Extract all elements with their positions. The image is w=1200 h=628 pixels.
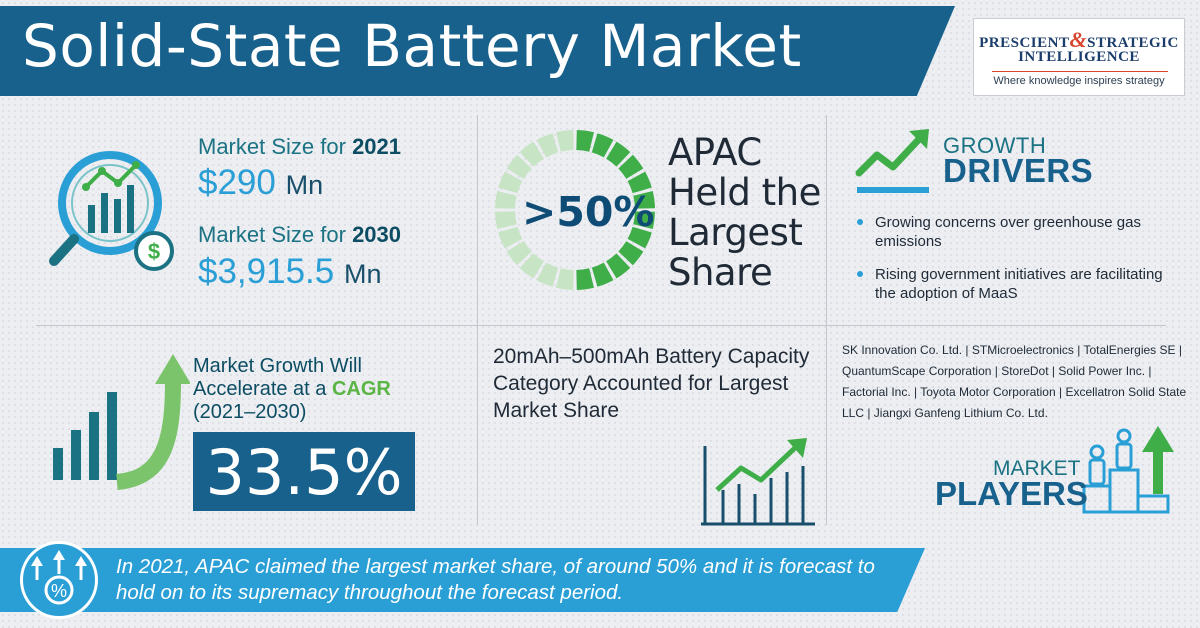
title-banner xyxy=(0,6,955,96)
ring-segment xyxy=(591,133,614,158)
magnifier-chart-icon: $ xyxy=(49,151,174,271)
list-item: Rising government initiatives are facili… xyxy=(855,265,1175,303)
market-size-2021-label: Market Size for 2021 xyxy=(198,134,402,159)
cagr-value-box: 33.5% xyxy=(193,432,415,511)
ring-segment xyxy=(618,154,644,179)
market-size-2030-label: Market Size for 2030 xyxy=(198,222,402,247)
vertical-divider-right xyxy=(826,115,827,525)
ring-segment xyxy=(495,191,517,209)
market-players-title-bottom: PLAYERS xyxy=(935,475,1088,512)
ring-segment xyxy=(627,171,652,194)
ring-segment xyxy=(618,241,644,266)
page-title: Solid-State Battery Market xyxy=(22,12,802,80)
cagr-description: Market Growth Will Accelerate at a CAGR … xyxy=(193,355,391,423)
line-chart-icon xyxy=(701,438,815,526)
market-players-title-top: MARKET xyxy=(993,457,1081,480)
ring-segment xyxy=(506,154,532,179)
ring-segment xyxy=(498,226,523,249)
ring-segment xyxy=(506,241,532,266)
vertical-divider-left xyxy=(477,115,478,525)
logo-name-line1: PRESCIENT&STRATEGIC xyxy=(979,27,1179,52)
ring-segment xyxy=(536,133,559,158)
ring-segment xyxy=(495,211,517,229)
apac-share-ring xyxy=(495,130,655,290)
ring-segment xyxy=(633,211,655,229)
ring-segment xyxy=(519,141,544,167)
podium-people-icon xyxy=(1082,426,1174,514)
ring-segment xyxy=(519,253,544,279)
footer-banner xyxy=(0,548,925,612)
list-item: Growing concerns over greenhouse gas emi… xyxy=(855,213,1175,251)
growth-drivers-list: Growing concerns over greenhouse gas emi… xyxy=(855,213,1175,317)
ring-segment xyxy=(556,130,574,152)
svg-text:$: $ xyxy=(148,239,160,264)
growth-bars-arrow-icon xyxy=(53,354,190,490)
growth-drivers-title-top: GROWTH xyxy=(943,133,1047,158)
svg-text:%: % xyxy=(51,581,67,601)
growth-drivers-title-bottom: DRIVERS xyxy=(943,152,1094,189)
footer-icon-circle: % xyxy=(20,541,98,619)
horizontal-divider xyxy=(36,325,1166,326)
footer-summary: In 2021, APAC claimed the largest market… xyxy=(116,555,875,604)
trend-up-icon xyxy=(855,129,929,193)
ring-segment xyxy=(556,268,574,290)
market-size-2021-value: $290 Mn xyxy=(198,163,324,202)
ring-segment xyxy=(536,262,559,287)
ring-segment xyxy=(591,262,614,287)
market-size-2030-value: $3,915.5 Mn xyxy=(198,252,382,291)
cagr-value: 33.5% xyxy=(205,436,403,509)
percent-growth-icon: % xyxy=(31,550,87,605)
ring-segment xyxy=(498,171,523,194)
market-players-list: SK Innovation Co. Ltd. | STMicroelectron… xyxy=(842,343,1187,420)
company-logo[interactable]: PRESCIENT&STRATEGIC INTELLIGENCE Where k… xyxy=(973,18,1185,96)
ring-segment xyxy=(633,191,655,209)
capacity-description: 20mAh–500mAh Battery Capacity Category A… xyxy=(493,345,810,422)
apac-share-percent: >50% xyxy=(522,188,655,236)
apac-heading: APAC Held the Largest Share xyxy=(668,131,821,294)
ring-segment xyxy=(606,253,631,279)
ring-segment xyxy=(576,130,594,152)
logo-tagline: Where knowledge inspires strategy xyxy=(993,75,1165,87)
ring-segment xyxy=(606,141,631,167)
logo-name-line2: INTELLIGENCE xyxy=(1018,49,1140,65)
ring-segment xyxy=(576,268,594,290)
ring-segment xyxy=(627,226,652,249)
logo-divider xyxy=(992,71,1168,72)
